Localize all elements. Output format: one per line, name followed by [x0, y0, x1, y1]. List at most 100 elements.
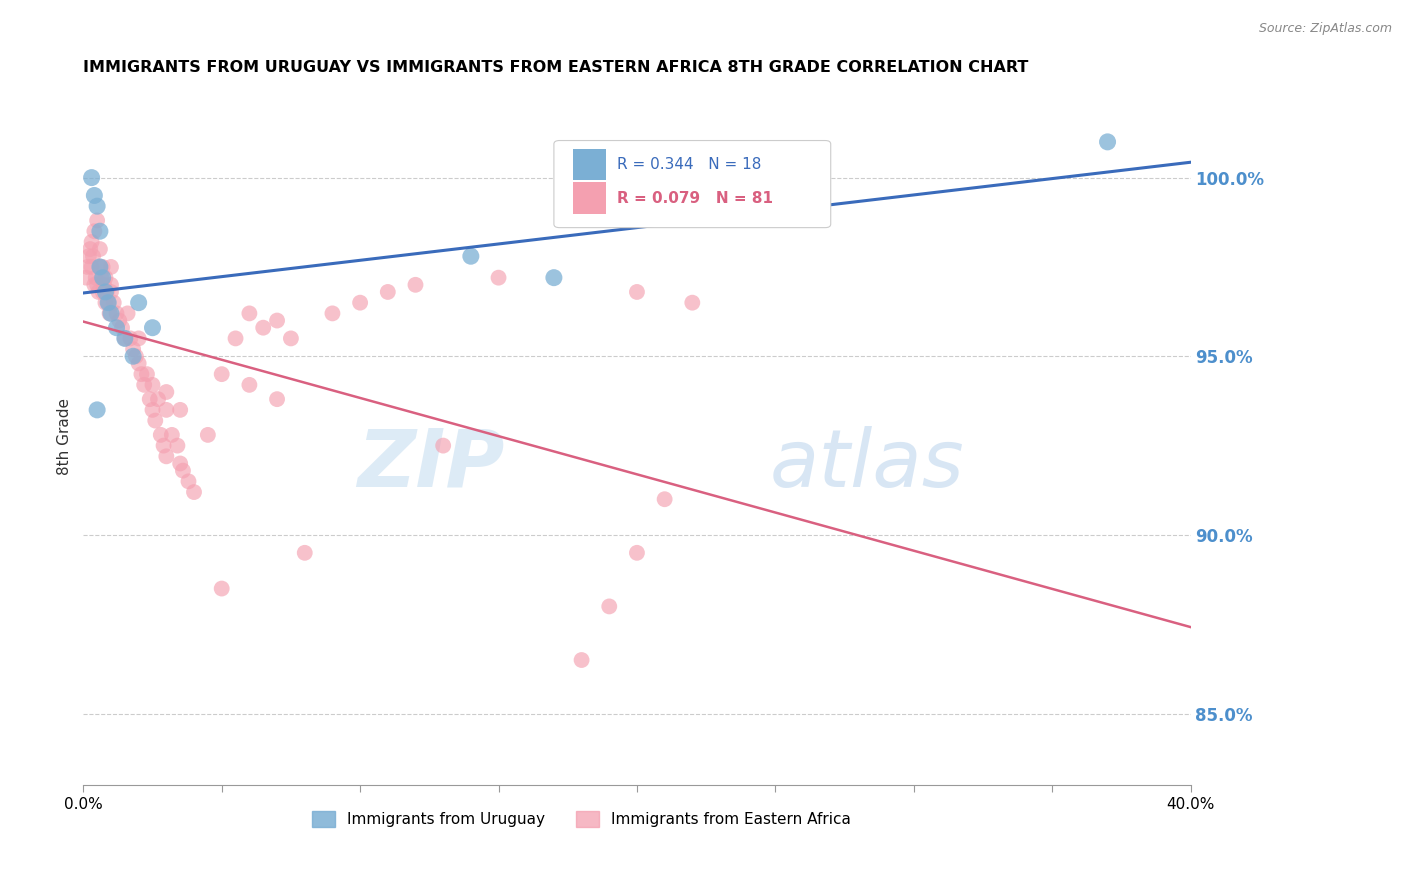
Point	[1097, 135, 1119, 149]
Point	[225, 331, 247, 345]
Point	[80, 260, 103, 274]
Point	[197, 428, 219, 442]
Text: R = 0.079   N = 81: R = 0.079 N = 81	[617, 191, 773, 206]
Point	[82, 249, 104, 263]
Point	[83, 277, 105, 292]
Point	[120, 331, 142, 345]
Point	[114, 331, 136, 345]
Point	[160, 428, 183, 442]
Point	[86, 213, 108, 227]
Point	[97, 295, 120, 310]
Point	[96, 285, 118, 299]
Point	[377, 285, 399, 299]
Point	[89, 260, 111, 274]
Point	[76, 260, 98, 274]
Point	[105, 306, 128, 320]
Point	[94, 285, 117, 299]
Point	[136, 367, 159, 381]
Point	[122, 349, 145, 363]
Point	[266, 313, 288, 327]
Point	[177, 475, 200, 489]
Point	[77, 249, 100, 263]
Point	[405, 277, 427, 292]
Point	[211, 582, 233, 596]
Legend: Immigrants from Uruguay, Immigrants from Eastern Africa: Immigrants from Uruguay, Immigrants from…	[307, 805, 858, 833]
Point	[626, 546, 648, 560]
Point	[75, 270, 97, 285]
Point	[89, 242, 111, 256]
Point	[238, 377, 260, 392]
Point	[94, 270, 117, 285]
Point	[114, 331, 136, 345]
Point	[128, 295, 150, 310]
Point	[105, 320, 128, 334]
Point	[94, 295, 117, 310]
Text: R = 0.344   N = 18: R = 0.344 N = 18	[617, 157, 762, 172]
Point	[134, 377, 156, 392]
Point	[86, 277, 108, 292]
FancyBboxPatch shape	[554, 141, 831, 227]
Point	[238, 306, 260, 320]
Point	[571, 653, 593, 667]
Point	[321, 306, 343, 320]
Point	[100, 306, 122, 320]
Point	[166, 439, 188, 453]
Point	[211, 367, 233, 381]
Point	[83, 188, 105, 202]
Point	[100, 260, 122, 274]
Point	[266, 392, 288, 406]
Point	[83, 224, 105, 238]
Point	[280, 331, 302, 345]
Point	[86, 403, 108, 417]
Point	[626, 285, 648, 299]
Point	[598, 599, 620, 614]
Point	[91, 285, 114, 299]
Point	[488, 270, 510, 285]
Point	[432, 439, 454, 453]
Point	[128, 356, 150, 370]
Point	[141, 320, 163, 334]
Point	[131, 367, 153, 381]
Point	[103, 295, 125, 310]
Point	[100, 285, 122, 299]
Point	[84, 270, 107, 285]
Point	[155, 403, 177, 417]
Point	[91, 270, 114, 285]
Text: IMMIGRANTS FROM URUGUAY VS IMMIGRANTS FROM EASTERN AFRICA 8TH GRADE CORRELATION : IMMIGRANTS FROM URUGUAY VS IMMIGRANTS FR…	[83, 60, 1029, 75]
Point	[108, 313, 131, 327]
Point	[169, 457, 191, 471]
Point	[252, 320, 274, 334]
Point	[111, 320, 134, 334]
Bar	[572, 182, 606, 214]
Point	[155, 384, 177, 399]
Point	[79, 242, 101, 256]
Point	[654, 492, 676, 507]
Point	[91, 260, 114, 274]
Point	[155, 450, 177, 464]
Point	[169, 403, 191, 417]
Point	[89, 224, 111, 238]
Point	[146, 392, 169, 406]
Point	[125, 349, 148, 363]
Point	[89, 260, 111, 274]
Point	[100, 277, 122, 292]
Point	[681, 295, 703, 310]
Point	[543, 270, 565, 285]
Text: atlas: atlas	[770, 425, 965, 504]
Point	[90, 270, 112, 285]
Point	[128, 331, 150, 345]
Point	[80, 235, 103, 249]
Point	[117, 306, 139, 320]
Point	[152, 439, 174, 453]
Bar	[572, 149, 606, 180]
Point	[87, 285, 110, 299]
Point	[460, 249, 482, 263]
Point	[141, 377, 163, 392]
Point	[183, 485, 205, 500]
Point	[138, 392, 160, 406]
Text: Source: ZipAtlas.com: Source: ZipAtlas.com	[1258, 22, 1392, 36]
Point	[149, 428, 172, 442]
Point	[93, 277, 115, 292]
Point	[143, 414, 166, 428]
Point	[294, 546, 316, 560]
